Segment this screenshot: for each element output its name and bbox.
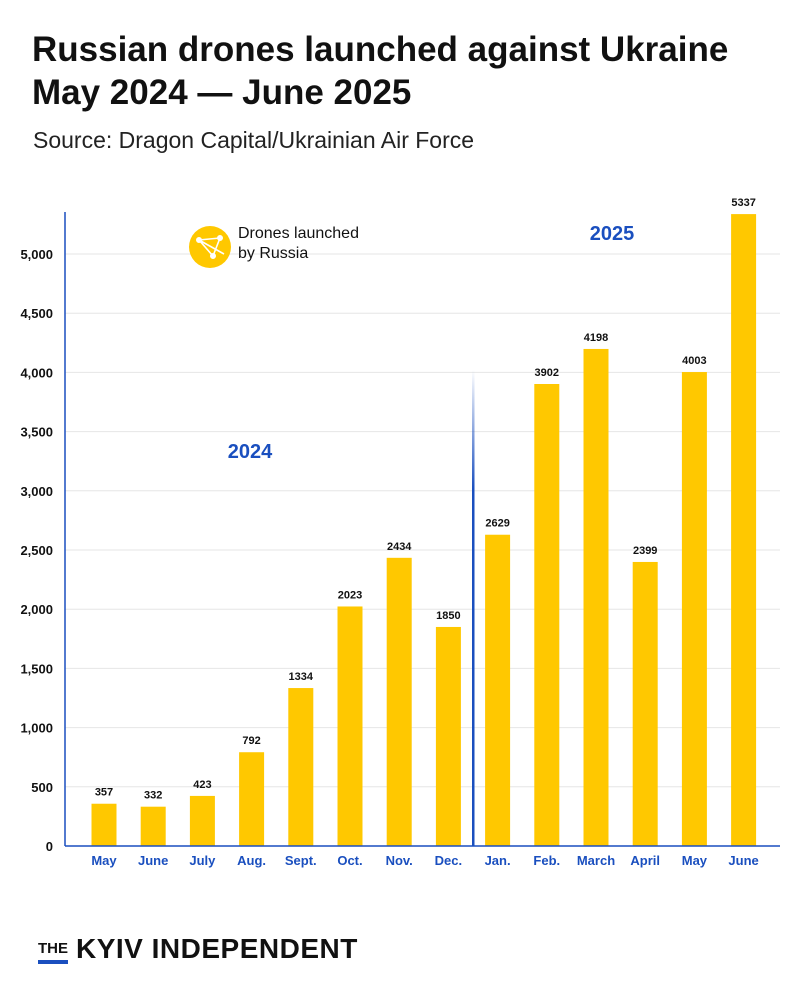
y-tick-label: 4,000 [20,365,53,380]
x-tick-label: Oct. [337,853,362,868]
y-tick-label: 3,500 [20,425,53,440]
data-label: 2023 [338,589,362,601]
bar [288,688,314,846]
y-tick-labels: 0 500 1,000 1,500 2,000 2,500 3,000 3,500 4,000 4… [20,247,53,854]
x-tick-label: Jan. [485,853,511,868]
x-tick-label: Nov. [386,853,413,868]
bar [239,752,265,846]
x-tick-label: April [630,853,660,868]
x-tick-label: Aug. [237,853,266,868]
y-tick-label: 4,500 [20,306,53,321]
bar-chart: 357 332 423 792 1334 2023 2434 1850 2629 3902 4198… [20,197,780,868]
data-label: 2399 [633,545,657,557]
year-divider [472,370,475,846]
year-label: 2025 [590,223,635,245]
data-label: 5337 [731,197,755,209]
x-tick-label: Sept. [285,853,317,868]
bar [337,606,363,846]
data-label: 4003 [682,355,706,367]
chart-title: Russian drones launched against Ukraine … [32,30,729,112]
data-label: 2629 [485,518,509,530]
x-tick-label: Dec. [435,853,462,868]
bar [189,795,215,846]
bar [91,803,117,846]
bar [681,372,707,846]
y-tick-label: 3,000 [20,484,53,499]
x-tick-label: June [728,853,758,868]
year-label: 2024 [228,441,273,463]
y-tick-label: 500 [31,780,53,795]
data-label: 332 [144,790,162,802]
bar [386,557,412,846]
grid-lines [65,253,780,788]
legend-label: by Russia [238,245,308,262]
brand-logo: THE KYIV INDEPENDENT [38,934,358,964]
bar [485,534,511,846]
legend-label: Drones launched [238,225,359,242]
x-tick-label: July [189,853,216,868]
y-tick-label: 2,500 [20,543,53,558]
bar [140,806,166,846]
bar [731,214,757,847]
x-tick-label: May [682,853,708,868]
x-tick-label: Feb. [533,853,560,868]
drone-path-icon [196,235,225,260]
chart-subtitle: Source: Dragon Capital/Ukrainian Air For… [33,127,475,153]
data-label: 2434 [387,541,412,553]
x-tick-label: June [138,853,168,868]
y-tick-label: 1,500 [20,661,53,676]
y-tick-label: 0 [46,839,53,854]
data-label: 792 [242,735,260,747]
bar [583,348,609,846]
bars: 357 332 423 792 1334 2023 2434 1850 2629 3902 4198… [91,197,757,847]
data-label: 1850 [436,610,460,622]
data-label: 357 [95,787,113,799]
x-tick-label: May [91,853,117,868]
axes [64,212,780,847]
bar [435,626,461,846]
y-tick-label: 2,000 [20,602,53,617]
x-tick-label: March [577,853,615,868]
year-labels: 2024 2025 [228,223,635,463]
data-label: 1334 [289,671,314,683]
brand-prefix: THE [38,941,68,964]
bar [632,561,658,846]
brand-name: KYIV INDEPENDENT [76,933,358,964]
y-tick-label: 1,000 [20,721,53,736]
y-tick-label: 5,000 [20,247,53,262]
bar [534,384,560,846]
legend: Drones launched by Russia [189,225,359,268]
x-tick-labels: May June July Aug. Sept. Oct. Nov. Dec. Jan. Feb.… [91,853,758,868]
data-label: 4198 [584,332,608,344]
data-label: 423 [193,779,211,791]
data-label: 3902 [535,367,559,379]
